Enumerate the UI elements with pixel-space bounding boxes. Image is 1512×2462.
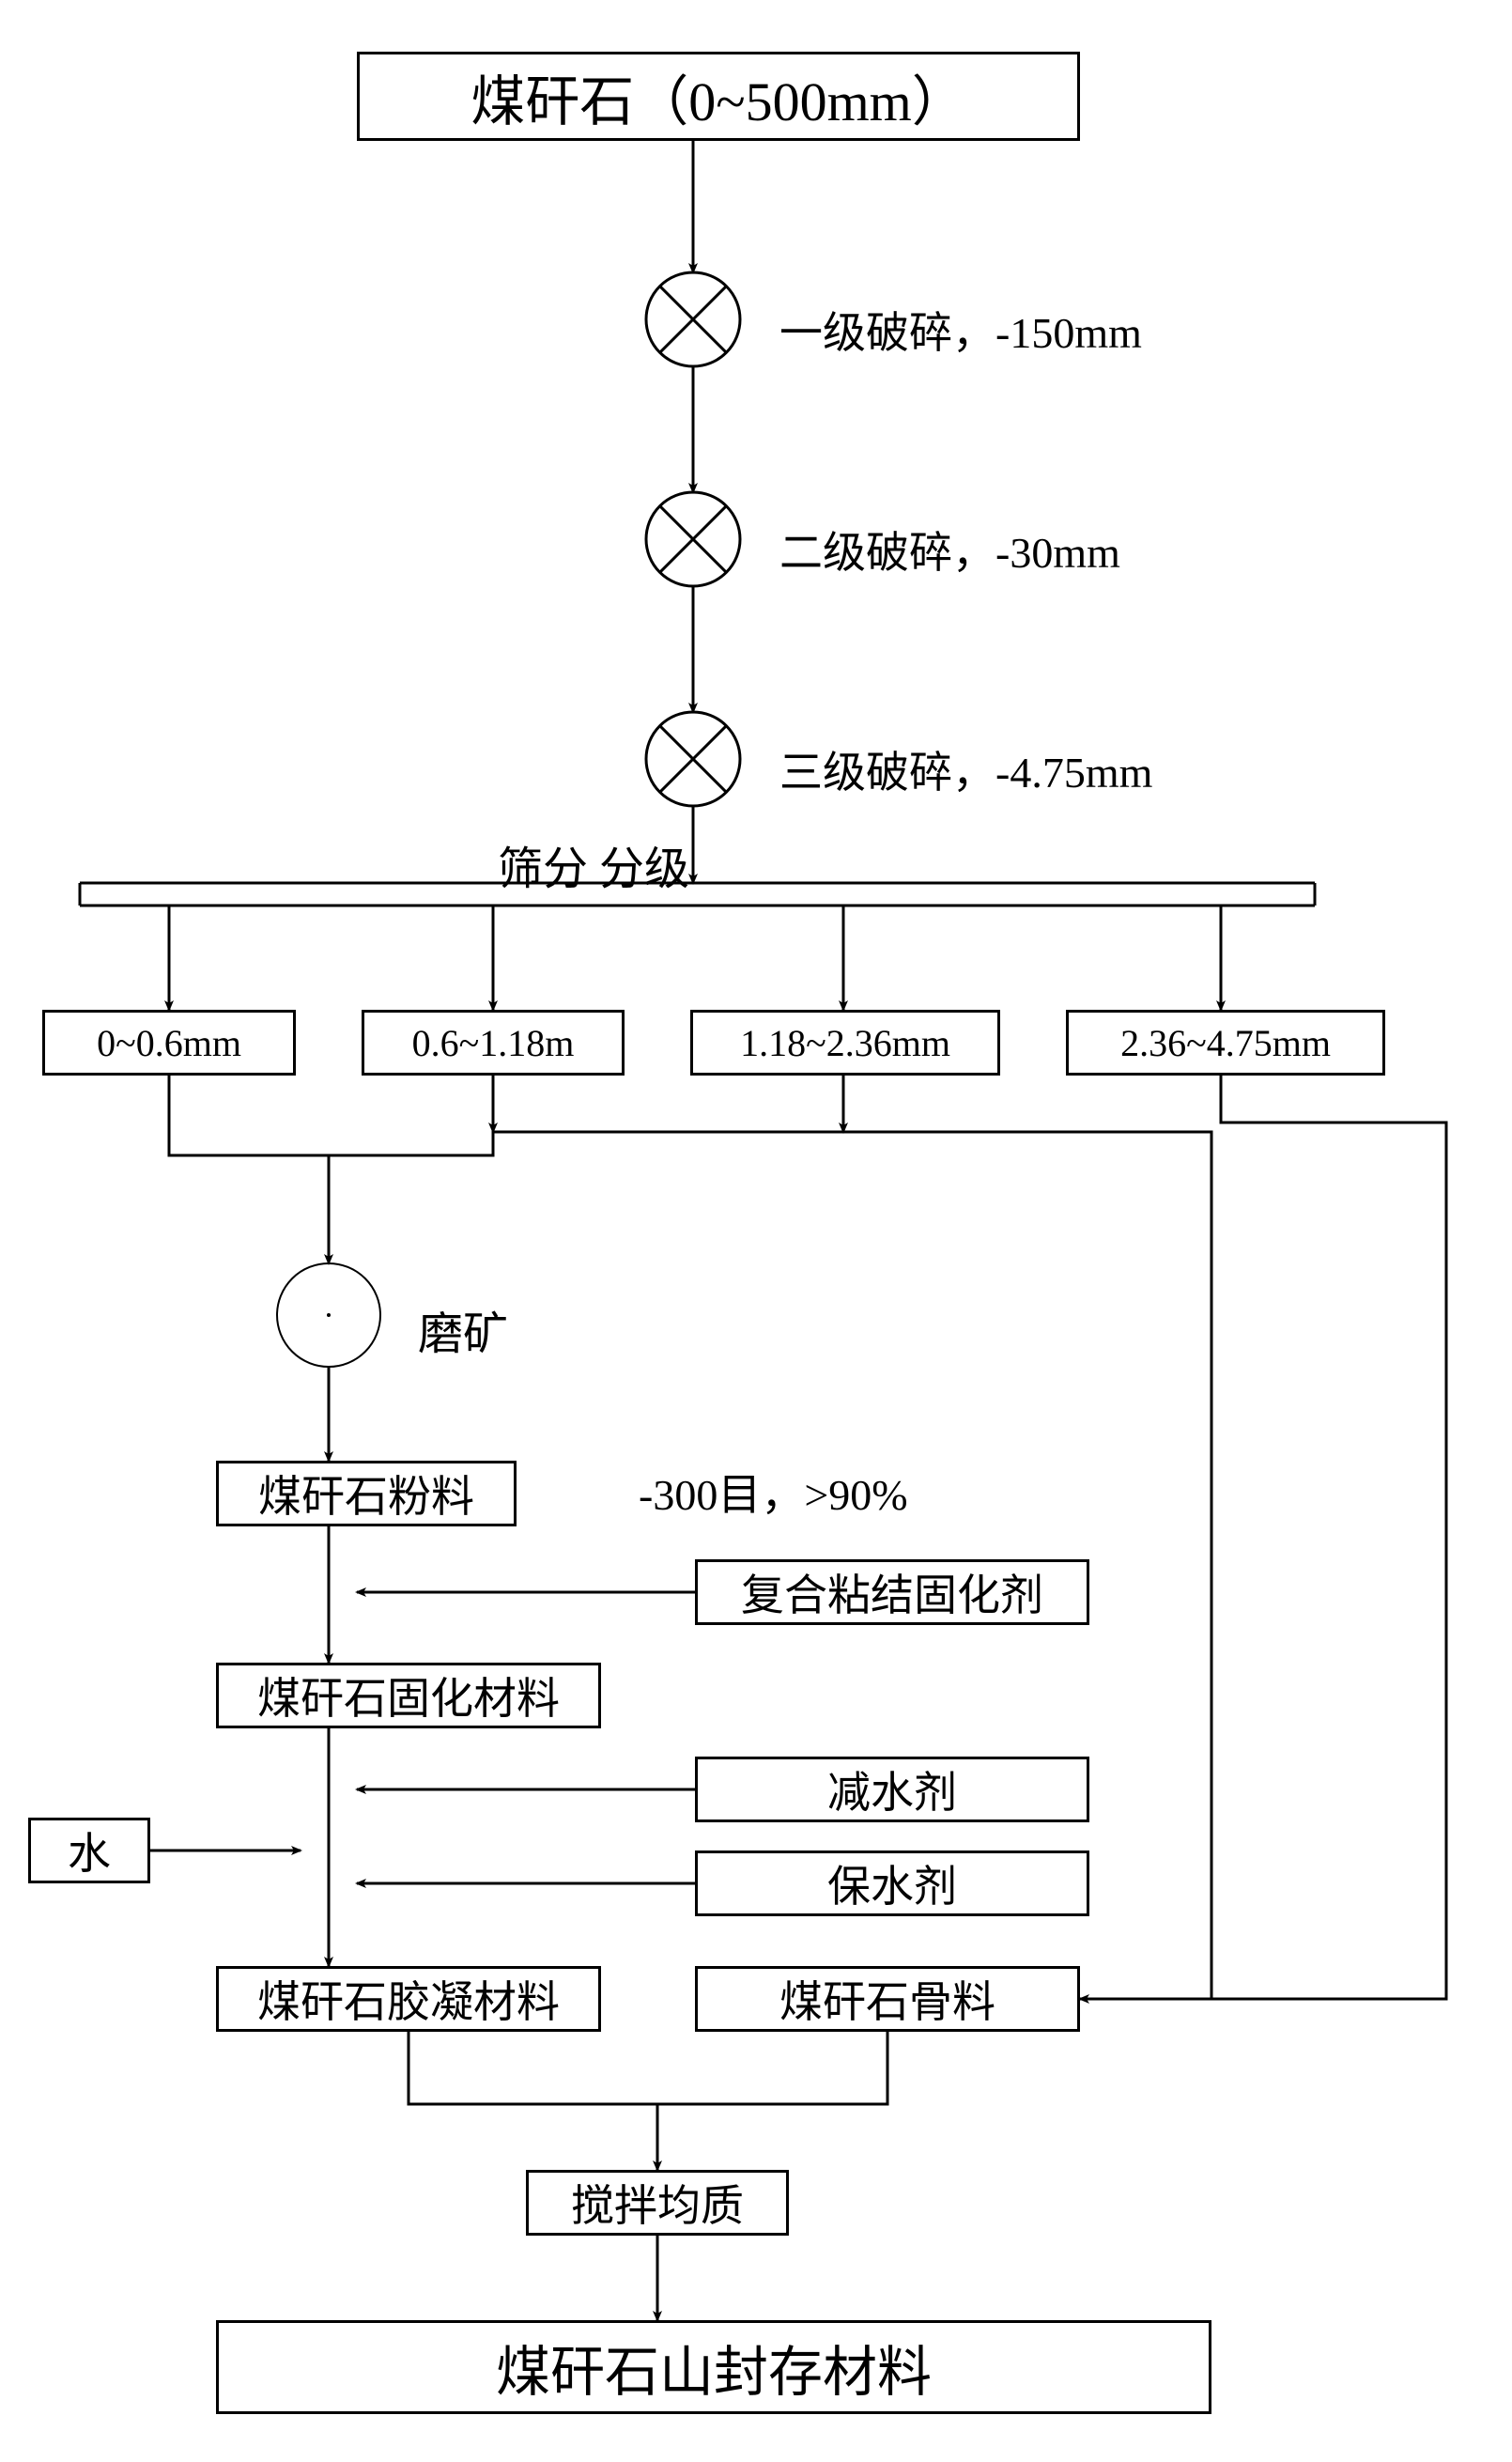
node-binder: 复合粘结固化剂 bbox=[695, 1559, 1089, 1625]
node-size2: 0.6~1.18m bbox=[362, 1010, 625, 1076]
node-solidified: 煤矸石固化材料 bbox=[216, 1663, 601, 1728]
node-water: 水 bbox=[28, 1818, 150, 1883]
node-screen_lbl: 筛分 分级 bbox=[498, 831, 689, 897]
node-grind_lbl: 磨矿 bbox=[418, 1296, 508, 1362]
node-cement: 煤矸石胶凝材料 bbox=[216, 1966, 601, 2032]
node-mesh_lbl: -300目，>90% bbox=[639, 1461, 908, 1523]
node-powder: 煤矸石粉料 bbox=[216, 1461, 517, 1526]
node-size3: 1.18~2.36mm bbox=[690, 1010, 1000, 1076]
node-mix: 搅拌均质 bbox=[526, 2170, 789, 2236]
node-final: 煤矸石山封存材料 bbox=[216, 2320, 1211, 2414]
flowchart-canvas: 煤矸石（0~500mm） 一级破碎，-150mm 二级破碎，-30mm 三级破碎，-4… bbox=[0, 0, 1512, 2462]
node-title: 煤矸石（0~500mm） bbox=[357, 52, 1080, 141]
node-crush3_lbl: 三级破碎，-4.75mm bbox=[779, 738, 1152, 800]
node-size4: 2.36~4.75mm bbox=[1066, 1010, 1385, 1076]
node-crush1_lbl: 一级破碎，-150mm bbox=[779, 299, 1142, 361]
node-aggregate: 煤矸石骨料 bbox=[695, 1966, 1080, 2032]
node-reducer: 减水剂 bbox=[695, 1757, 1089, 1822]
node-retainer: 保水剂 bbox=[695, 1850, 1089, 1916]
node-size1: 0~0.6mm bbox=[42, 1010, 296, 1076]
flowchart-lines bbox=[0, 0, 1512, 2462]
node-crush2_lbl: 二级破碎，-30mm bbox=[779, 519, 1120, 581]
